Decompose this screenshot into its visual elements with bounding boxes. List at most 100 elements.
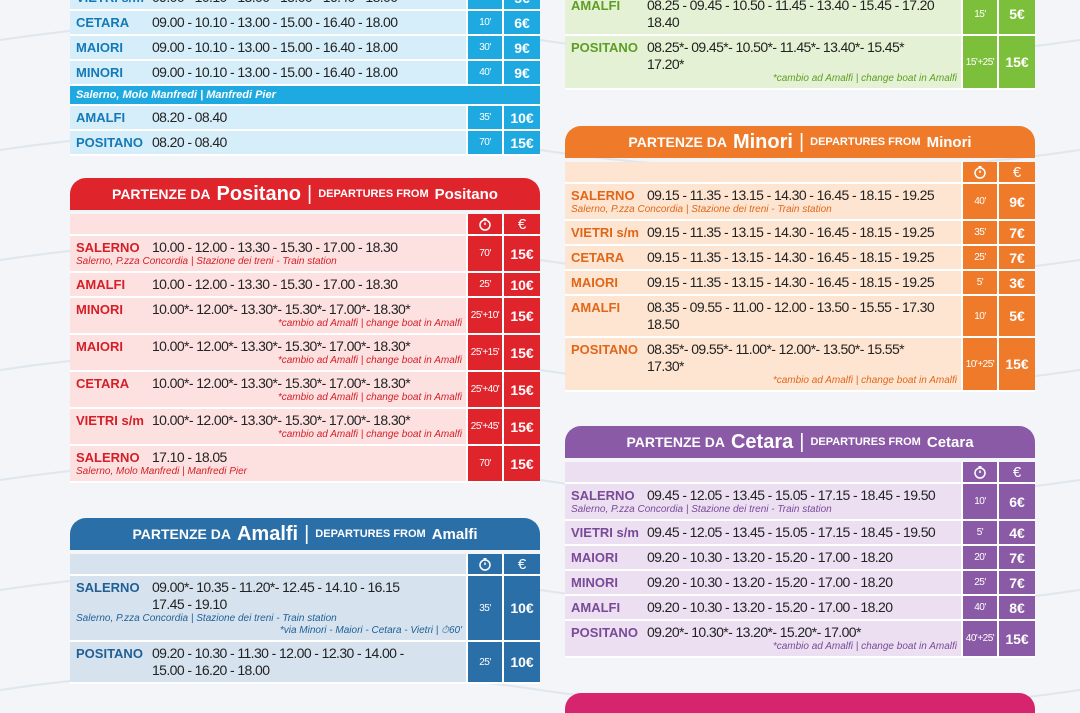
departure-point: Salerno, P.zza Concordia | Stazione dei … — [76, 613, 337, 624]
time-line: 08.35*- 09.55*- 11.00*- 12.00*- 13.50*- … — [647, 341, 905, 357]
row-main: AMALFI 08.35 - 09.55 - 11.00 - 12.00 - 13… — [565, 296, 961, 336]
currency-icon: € — [997, 162, 1035, 182]
row-line: MAIORI 09.00 - 10.10 - 13.00 - 15.00 - 16… — [76, 39, 462, 56]
time-line: 09.00 - 10.10 - 13.00 - 15.00 - 16.40 - … — [152, 64, 398, 80]
change-note: *cambio ad Amalfi | change boat in Amalf… — [277, 355, 462, 366]
row-main: MINORI 10.00*- 12.00*- 13.30*- 15.30*- 17… — [70, 298, 466, 333]
price: 10€ — [502, 576, 540, 640]
destination: AMALFI — [571, 600, 621, 615]
timetable-row: MAIORI 10.00*- 12.00*- 13.30*- 15.30*- 17… — [70, 335, 540, 372]
row-main: MINORI 09.00 - 10.10 - 13.00 - 15.00 - 16… — [70, 61, 466, 84]
destination: MAIORI — [76, 40, 123, 55]
destination: POSITANO — [76, 135, 143, 150]
times: 09.15 - 11.35 - 13.15 - 14.30 - 16.45 - … — [647, 274, 935, 291]
price: 7€ — [997, 571, 1035, 594]
row-line: AMALFI 10.00 - 12.00 - 13.30 - 15.30 - 17… — [76, 276, 462, 293]
row-main: CETARA 09.00 - 10.10 - 13.00 - 15.00 - 16… — [70, 11, 466, 34]
change-note: *cambio ad Amalfi | change boat in Amalf… — [772, 641, 957, 652]
header-city-en: Cetara — [926, 433, 974, 451]
price: 6€ — [997, 484, 1035, 519]
price: 9€ — [997, 184, 1035, 219]
row-main: CETARA 09.15 - 11.35 - 13.15 - 14.30 - 16… — [565, 246, 961, 269]
duration: 20' — [961, 546, 997, 569]
section-label: Salerno, Molo Manfredi | Manfredi Pier — [70, 86, 540, 106]
destination: CETARA — [76, 15, 130, 30]
time-line: 17.45 - 19.10 — [152, 596, 227, 612]
time-line: 15.00 - 16.20 - 18.00 — [152, 662, 270, 678]
column-icons: € — [565, 162, 1035, 184]
duration-icon — [466, 554, 502, 574]
destination: AMALFI — [571, 0, 621, 13]
destination: POSITANO — [76, 646, 143, 661]
timetable-panel: PARTENZE DA Positano | DEPARTURES FROM Posit… — [70, 178, 540, 483]
change-note: *cambio ad Amalfi | change boat in Amalf… — [277, 429, 462, 440]
time-line: 09.45 - 12.05 - 13.45 - 15.05 - 17.15 - … — [647, 487, 936, 503]
duration: 70' — [466, 131, 502, 154]
times: 09.00 - 10.10 - 13.00 - 15.00 - 16.40 - … — [152, 64, 398, 81]
duration: 10' — [961, 296, 997, 336]
time-line: 09.15 - 11.35 - 13.15 - 14.30 - 16.45 - … — [647, 224, 935, 240]
destination: CETARA — [571, 250, 625, 265]
row-line: AMALFI 09.20 - 10.30 - 13.20 - 15.20 - 17… — [571, 599, 957, 616]
panel-header: PARTENZE DA Positano | DEPARTURES FROM Posit… — [70, 178, 540, 210]
timetable-row: POSITANO 09.20*- 10.30*- 13.20*- 15.20*- … — [565, 621, 1035, 658]
row-line: VIETRI s/m09.00 - 10.10 - 13.00 - 15.00 … — [76, 0, 462, 6]
times: 09.00 - 10.10 - 13.00 - 15.00 - 16.40 - … — [152, 14, 398, 31]
header-it: PARTENZE DA — [132, 526, 231, 542]
time-line: 10.00 - 12.00 - 13.30 - 15.30 - 17.00 - … — [152, 239, 398, 255]
times: 09.00 - 10.10 - 13.00 - 15.00 - 16.40 - … — [152, 0, 398, 6]
spacer — [565, 462, 961, 482]
next-panel-header — [565, 693, 1035, 713]
duration: 15'+25' — [961, 36, 997, 88]
price: 15€ — [997, 621, 1035, 656]
times: 08.35 - 09.55 - 11.00 - 12.00 - 13.50 - … — [647, 299, 935, 333]
price: 9€ — [502, 61, 540, 84]
times: 09.45 - 12.05 - 13.45 - 15.05 - 17.15 - … — [647, 487, 936, 504]
duration: 40' — [961, 596, 997, 619]
times: 08.25 - 09.45 - 10.50 - 11.45 - 13.40 - … — [647, 0, 935, 31]
price: 5€ — [997, 296, 1035, 336]
time-line: 10.00*- 12.00*- 13.30*- 15.30*- 17.00*- … — [152, 301, 411, 317]
header-en: DEPARTURES FROM — [810, 436, 921, 448]
times: 08.25*- 09.45*- 10.50*- 11.45*- 13.40*- … — [647, 39, 905, 73]
timetable-row: CETARA 09.15 - 11.35 - 13.15 - 14.30 - 16… — [565, 246, 1035, 271]
timetable-panel: AMALFI 08.25 - 09.45 - 10.50 - 11.45 - 13… — [565, 0, 1035, 90]
row-main: MAIORI 09.15 - 11.35 - 13.15 - 14.30 - 16… — [565, 271, 961, 294]
price: 15€ — [502, 446, 540, 481]
row-line: MAIORI 09.20 - 10.30 - 13.20 - 15.20 - 17… — [571, 549, 957, 566]
duration: 25'+45' — [466, 409, 502, 444]
duration: 25'+40' — [466, 372, 502, 407]
spacer — [70, 554, 466, 574]
timetable-row: MINORI 10.00*- 12.00*- 13.30*- 15.30*- 17… — [70, 298, 540, 335]
price: 15€ — [502, 131, 540, 154]
times: 10.00 - 12.00 - 13.30 - 15.30 - 17.00 - … — [152, 276, 398, 293]
price: 10€ — [502, 273, 540, 296]
price: 7€ — [997, 221, 1035, 244]
timetable-row: VIETRI s/m 10.00*- 12.00*- 13.30*- 15.30*… — [70, 409, 540, 446]
row-main: VIETRI s/m 09.45 - 12.05 - 13.45 - 15.05 … — [565, 521, 961, 544]
times: 09.45 - 12.05 - 13.45 - 15.05 - 17.15 - … — [647, 524, 936, 541]
price: 15€ — [502, 335, 540, 370]
time-line: 09.15 - 11.35 - 13.15 - 14.30 - 16.45 - … — [647, 187, 935, 203]
currency-icon: € — [502, 214, 540, 234]
times: 09.15 - 11.35 - 13.15 - 14.30 - 16.45 - … — [647, 249, 935, 266]
row-line: VIETRI s/m 09.15 - 11.35 - 13.15 - 14.30 … — [571, 224, 957, 241]
time-line: 08.20 - 08.40 — [152, 134, 227, 150]
duration: 25'+10' — [466, 298, 502, 333]
timetable-row: MINORI 09.20 - 10.30 - 13.20 - 15.20 - 17… — [565, 571, 1035, 596]
duration: 40' — [961, 184, 997, 219]
time-line: 08.25*- 09.45*- 10.50*- 11.45*- 13.40*- … — [647, 39, 905, 55]
price: 10€ — [502, 106, 540, 129]
times: 10.00*- 12.00*- 13.30*- 15.30*- 17.00*- … — [152, 375, 411, 392]
times: 08.35*- 09.55*- 11.00*- 12.00*- 13.50*- … — [647, 341, 905, 375]
header-divider: | — [798, 130, 805, 153]
row-main: POSITANO 08.25*- 09.45*- 10.50*- 11.45*- … — [565, 36, 961, 88]
timetable-row: AMALFI 10.00 - 12.00 - 13.30 - 15.30 - 17… — [70, 273, 540, 298]
header-city: Positano — [216, 182, 301, 205]
times: 09.15 - 11.35 - 13.15 - 14.30 - 16.45 - … — [647, 187, 935, 204]
row-line: POSITANO 08.35*- 09.55*- 11.00*- 12.00*- … — [571, 341, 957, 375]
price: 7€ — [997, 546, 1035, 569]
price: 10€ — [502, 642, 540, 682]
row-main: AMALFI 09.20 - 10.30 - 13.20 - 15.20 - 17… — [565, 596, 961, 619]
